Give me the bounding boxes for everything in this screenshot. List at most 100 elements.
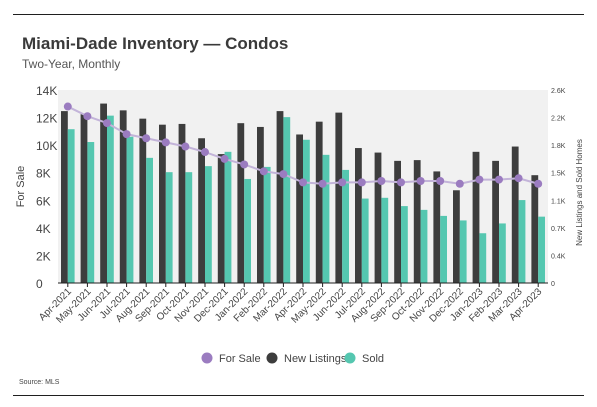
y-left-tick-label: 0 [36, 277, 43, 291]
for-sale-point [161, 138, 170, 147]
sold-bar [244, 178, 251, 283]
sold-bar [146, 157, 153, 283]
sold-bar [263, 166, 271, 283]
legend-label: For Sale [219, 353, 261, 365]
new-listings-bar [315, 121, 323, 283]
bottom-rule [13, 395, 584, 396]
new-listings-bar [100, 103, 107, 283]
new-listings-bar [531, 175, 539, 283]
new-listings-bar [61, 111, 68, 283]
new-listings-bar [374, 152, 382, 283]
y-right-axis-label: New Listings and Sold Homes [575, 139, 584, 246]
sold-bar [499, 223, 506, 283]
for-sale-point [299, 178, 307, 187]
sold-bar [538, 216, 545, 283]
for-sale-point [259, 167, 268, 176]
top-rule [13, 14, 584, 15]
sold-bar [322, 154, 330, 283]
sold-bar [107, 115, 114, 283]
new-listings-bar [433, 171, 441, 283]
sold-bar [381, 197, 389, 283]
new-listings-bar [257, 126, 264, 283]
y-right-tick-label: 1.8K [551, 143, 566, 150]
y-left-tick-label: 10K [36, 139, 57, 153]
sold-bar [479, 233, 487, 283]
sold-bar [303, 139, 310, 283]
for-sale-point [142, 134, 151, 143]
for-sale-point [240, 160, 249, 169]
sold-bar [420, 209, 428, 283]
y-left-tick-label: 2K [36, 249, 51, 263]
legend-label: Sold [362, 353, 384, 365]
new-listings-bar [198, 138, 205, 283]
for-sale-point [220, 154, 229, 163]
new-listings-bar [413, 160, 421, 283]
new-listings-bar [492, 160, 499, 283]
sold-bar [224, 151, 232, 283]
sold-bar [126, 136, 134, 283]
for-sale-point [514, 174, 523, 183]
y-right-tick-label: 0 [551, 281, 555, 288]
new-listings-bar [453, 190, 460, 283]
for-sale-point [201, 148, 209, 157]
y-left-tick-label: 4K [36, 222, 51, 236]
sold-bar [87, 142, 95, 283]
y-left-tick-label: 6K [36, 194, 51, 208]
legend-label: New Listings [284, 353, 347, 365]
new-listings-bar [394, 160, 401, 283]
sold-bar [518, 200, 526, 283]
y-left-axis-label: For Sale [15, 166, 27, 208]
y-right-tick-label: 0.4K [551, 253, 566, 260]
new-listings-bar [276, 111, 284, 283]
for-sale-point [495, 175, 503, 184]
new-listings-bar [139, 118, 147, 283]
for-sale-point [416, 176, 425, 185]
chart-subtitle: Two-Year, Monthly [22, 57, 121, 71]
sold-bar [440, 215, 447, 283]
legend-marker [266, 352, 278, 364]
y-right-tick-label: 1.1K [551, 198, 566, 205]
for-sale-point [103, 119, 111, 128]
y-right-tick-label: 1.5K [551, 171, 566, 178]
sold-bar [165, 172, 173, 283]
for-sale-point [475, 175, 484, 184]
new-listings-bar [237, 123, 245, 283]
new-listings-bar [178, 123, 186, 283]
for-sale-point [181, 142, 190, 151]
y-left-tick-label: 8K [36, 167, 51, 181]
new-listings-bar [355, 148, 362, 283]
y-left-tick-label: 12K [36, 112, 57, 126]
sold-bar [342, 169, 349, 283]
sold-bar [205, 166, 212, 283]
for-sale-point [63, 102, 72, 111]
for-sale-point [122, 130, 131, 139]
chart-title: Miami-Dade Inventory — Condos [22, 34, 289, 53]
for-sale-point [279, 170, 288, 179]
new-listings-bar [296, 134, 303, 283]
sold-bar [283, 117, 291, 283]
new-listings-bar [217, 154, 225, 283]
sold-bar [361, 198, 369, 283]
new-listings-bar [159, 124, 166, 283]
new-listings-bar [511, 146, 519, 283]
for-sale-point [83, 112, 92, 121]
for-sale-point [534, 179, 543, 188]
for-sale-point [338, 178, 347, 187]
legend-marker [344, 352, 356, 364]
y-right-tick-label: 2.6K [551, 88, 566, 95]
new-listings-bar [335, 112, 343, 283]
for-sale-point [377, 176, 386, 185]
for-sale-point [397, 178, 405, 187]
sold-bar [67, 129, 75, 283]
new-listings-bar [472, 151, 480, 283]
new-listings-bar [119, 110, 127, 283]
y-left-tick-label: 14K [36, 84, 57, 98]
new-listings-bar [80, 114, 88, 283]
legend-marker [201, 352, 213, 364]
sold-bar [185, 172, 193, 283]
for-sale-point [436, 176, 445, 185]
y-right-tick-label: 2.2K [551, 116, 566, 123]
sold-bar [459, 220, 467, 283]
for-sale-point [357, 178, 366, 187]
